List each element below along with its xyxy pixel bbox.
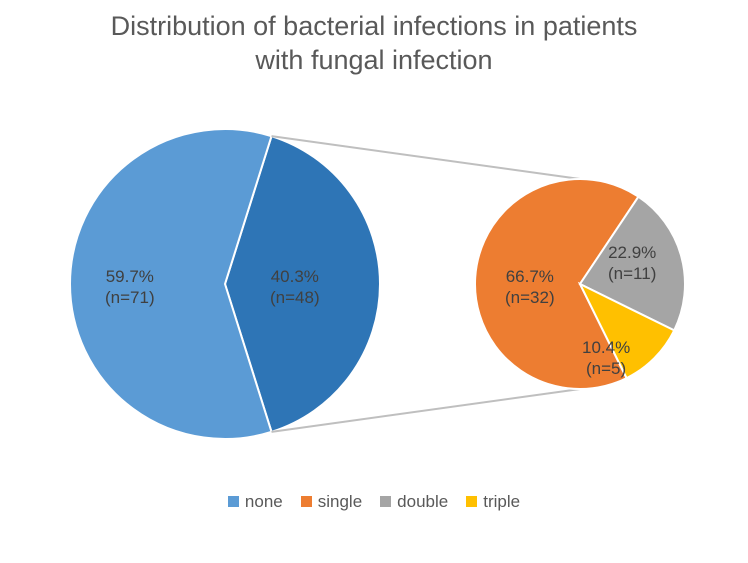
legend-item-none: none xyxy=(228,492,283,512)
legend-swatch-double xyxy=(380,496,391,507)
legend-label: double xyxy=(397,492,448,512)
legend-swatch-triple xyxy=(466,496,477,507)
slice-label-single: 66.7%(n=32) xyxy=(505,266,555,309)
legend-label: single xyxy=(318,492,362,512)
legend-item-double: double xyxy=(380,492,448,512)
legend-item-triple: triple xyxy=(466,492,520,512)
slice-label-with_bacterial: 40.3%(n=48) xyxy=(270,266,320,309)
chart-title: Distribution of bacterial infections in … xyxy=(0,0,748,84)
title-line-1: Distribution of bacterial infections in … xyxy=(111,11,638,41)
slice-label-triple: 10.4%(n=5) xyxy=(582,337,630,380)
chart-area: 59.7%(n=71) 40.3%(n=48) 66.7%(n=32) 22.9%(n… xyxy=(0,84,748,484)
legend-label: triple xyxy=(483,492,520,512)
legend: none single double triple xyxy=(0,484,748,512)
slice-label-none: 59.7%(n=71) xyxy=(105,266,155,309)
slice-label-double: 22.9%(n=11) xyxy=(608,242,656,285)
legend-label: none xyxy=(245,492,283,512)
legend-swatch-single xyxy=(301,496,312,507)
title-line-2: with fungal infection xyxy=(255,45,492,75)
legend-item-single: single xyxy=(301,492,362,512)
legend-swatch-none xyxy=(228,496,239,507)
